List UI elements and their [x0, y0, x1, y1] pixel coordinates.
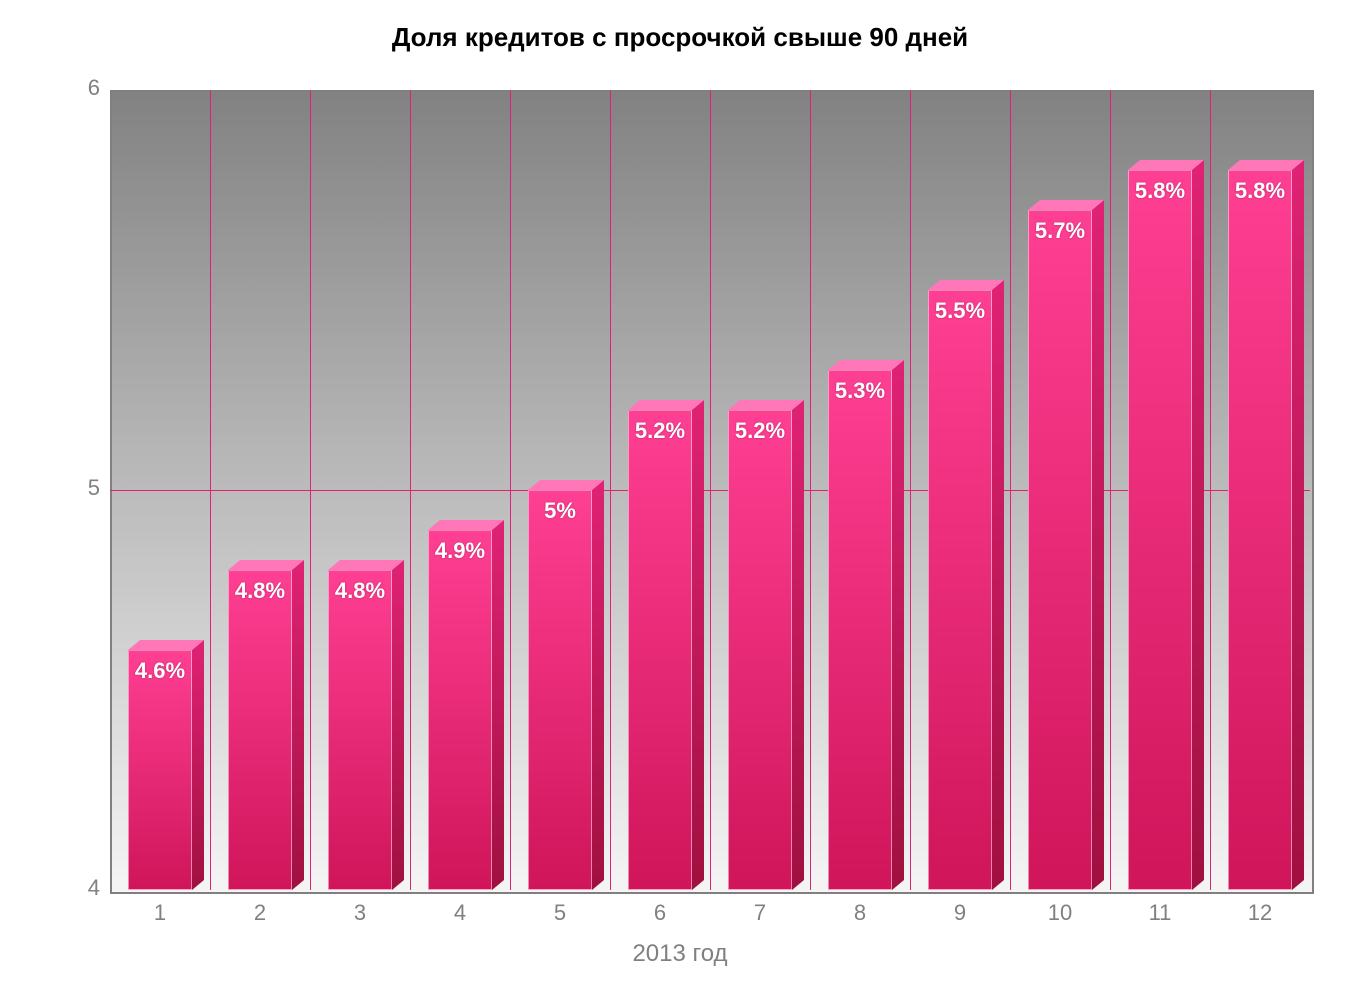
x-axis-label: 2013 год: [0, 940, 1360, 968]
bar-front: [328, 570, 392, 890]
y-tick-label: 6: [50, 75, 100, 101]
bar-top: [428, 520, 504, 530]
bar-side: [192, 640, 204, 890]
bar-value-label: 5.2%: [728, 418, 792, 444]
bar-top: [528, 480, 604, 490]
bar-side: [892, 360, 904, 890]
bar: 4.6%: [128, 650, 192, 890]
bar-front: [928, 290, 992, 890]
x-tick-label: 2: [210, 900, 310, 926]
bar-front: [128, 650, 192, 890]
bar: 5.5%: [928, 290, 992, 890]
bar-value-label: 5.7%: [1028, 218, 1092, 244]
bar-value-label: 5.2%: [628, 418, 692, 444]
bar: 4.8%: [328, 570, 392, 890]
bar-top: [828, 360, 904, 370]
bar-side: [392, 560, 404, 890]
bar-front: [428, 530, 492, 890]
gridline-vertical: [510, 90, 511, 890]
bar-top: [128, 640, 204, 650]
bar: 5.7%: [1028, 210, 1092, 890]
bar-front: [1128, 170, 1192, 890]
chart-title: Доля кредитов с просрочкой свыше 90 дней: [0, 22, 1360, 53]
bar-side: [792, 400, 804, 890]
bar-front: [628, 410, 692, 890]
bar: 5.3%: [828, 370, 892, 890]
bar-value-label: 4.9%: [428, 538, 492, 564]
bar-value-label: 5.8%: [1228, 178, 1292, 204]
bar-side: [1292, 160, 1304, 890]
bar-front: [528, 490, 592, 890]
bar: 5.2%: [728, 410, 792, 890]
x-tick-label: 10: [1010, 900, 1110, 926]
gridline-vertical: [1010, 90, 1011, 890]
bar-side: [592, 480, 604, 890]
bar: 5.2%: [628, 410, 692, 890]
bar-side: [692, 400, 704, 890]
bar: 4.8%: [228, 570, 292, 890]
bar-top: [1228, 160, 1304, 170]
bar-top: [1128, 160, 1204, 170]
bar-top: [228, 560, 304, 570]
gridline-vertical: [610, 90, 611, 890]
gridline-vertical: [1110, 90, 1111, 890]
bar-top: [928, 280, 1004, 290]
x-tick-label: 5: [510, 900, 610, 926]
gridline-vertical: [810, 90, 811, 890]
x-tick-label: 3: [310, 900, 410, 926]
bar-top: [628, 400, 704, 410]
bar-side: [1092, 200, 1104, 890]
x-tick-label: 8: [810, 900, 910, 926]
bar-front: [1228, 170, 1292, 890]
y-tick-label: 5: [50, 475, 100, 501]
chart-container: Доля кредитов с просрочкой свыше 90 дней…: [0, 0, 1360, 1000]
y-tick-label: 4: [50, 875, 100, 901]
bar: 5.8%: [1128, 170, 1192, 890]
bar-front: [228, 570, 292, 890]
bar-side: [1192, 160, 1204, 890]
bar-top: [728, 400, 804, 410]
bar-side: [992, 280, 1004, 890]
bar-value-label: 5.3%: [828, 378, 892, 404]
x-tick-label: 12: [1210, 900, 1310, 926]
gridline-vertical: [1210, 90, 1211, 890]
gridline-vertical: [210, 90, 211, 890]
bar-value-label: 4.6%: [128, 658, 192, 684]
bar: 5.8%: [1228, 170, 1292, 890]
gridline-vertical: [310, 90, 311, 890]
bar-front: [828, 370, 892, 890]
bar-front: [728, 410, 792, 890]
bar-value-label: 5.5%: [928, 298, 992, 324]
x-tick-label: 1: [110, 900, 210, 926]
bar-top: [328, 560, 404, 570]
bar-top: [1028, 200, 1104, 210]
x-tick-label: 11: [1110, 900, 1210, 926]
bar-value-label: 5.8%: [1128, 178, 1192, 204]
bar-value-label: 5%: [528, 498, 592, 524]
bar-side: [292, 560, 304, 890]
x-tick-label: 7: [710, 900, 810, 926]
bar: 5%: [528, 490, 592, 890]
bar-side: [492, 520, 504, 890]
bar: 4.9%: [428, 530, 492, 890]
bar-value-label: 4.8%: [228, 578, 292, 604]
bar-front: [1028, 210, 1092, 890]
x-tick-label: 4: [410, 900, 510, 926]
gridline-vertical: [710, 90, 711, 890]
gridline-vertical: [410, 90, 411, 890]
gridline-vertical: [910, 90, 911, 890]
bar-value-label: 4.8%: [328, 578, 392, 604]
x-tick-label: 9: [910, 900, 1010, 926]
x-tick-label: 6: [610, 900, 710, 926]
